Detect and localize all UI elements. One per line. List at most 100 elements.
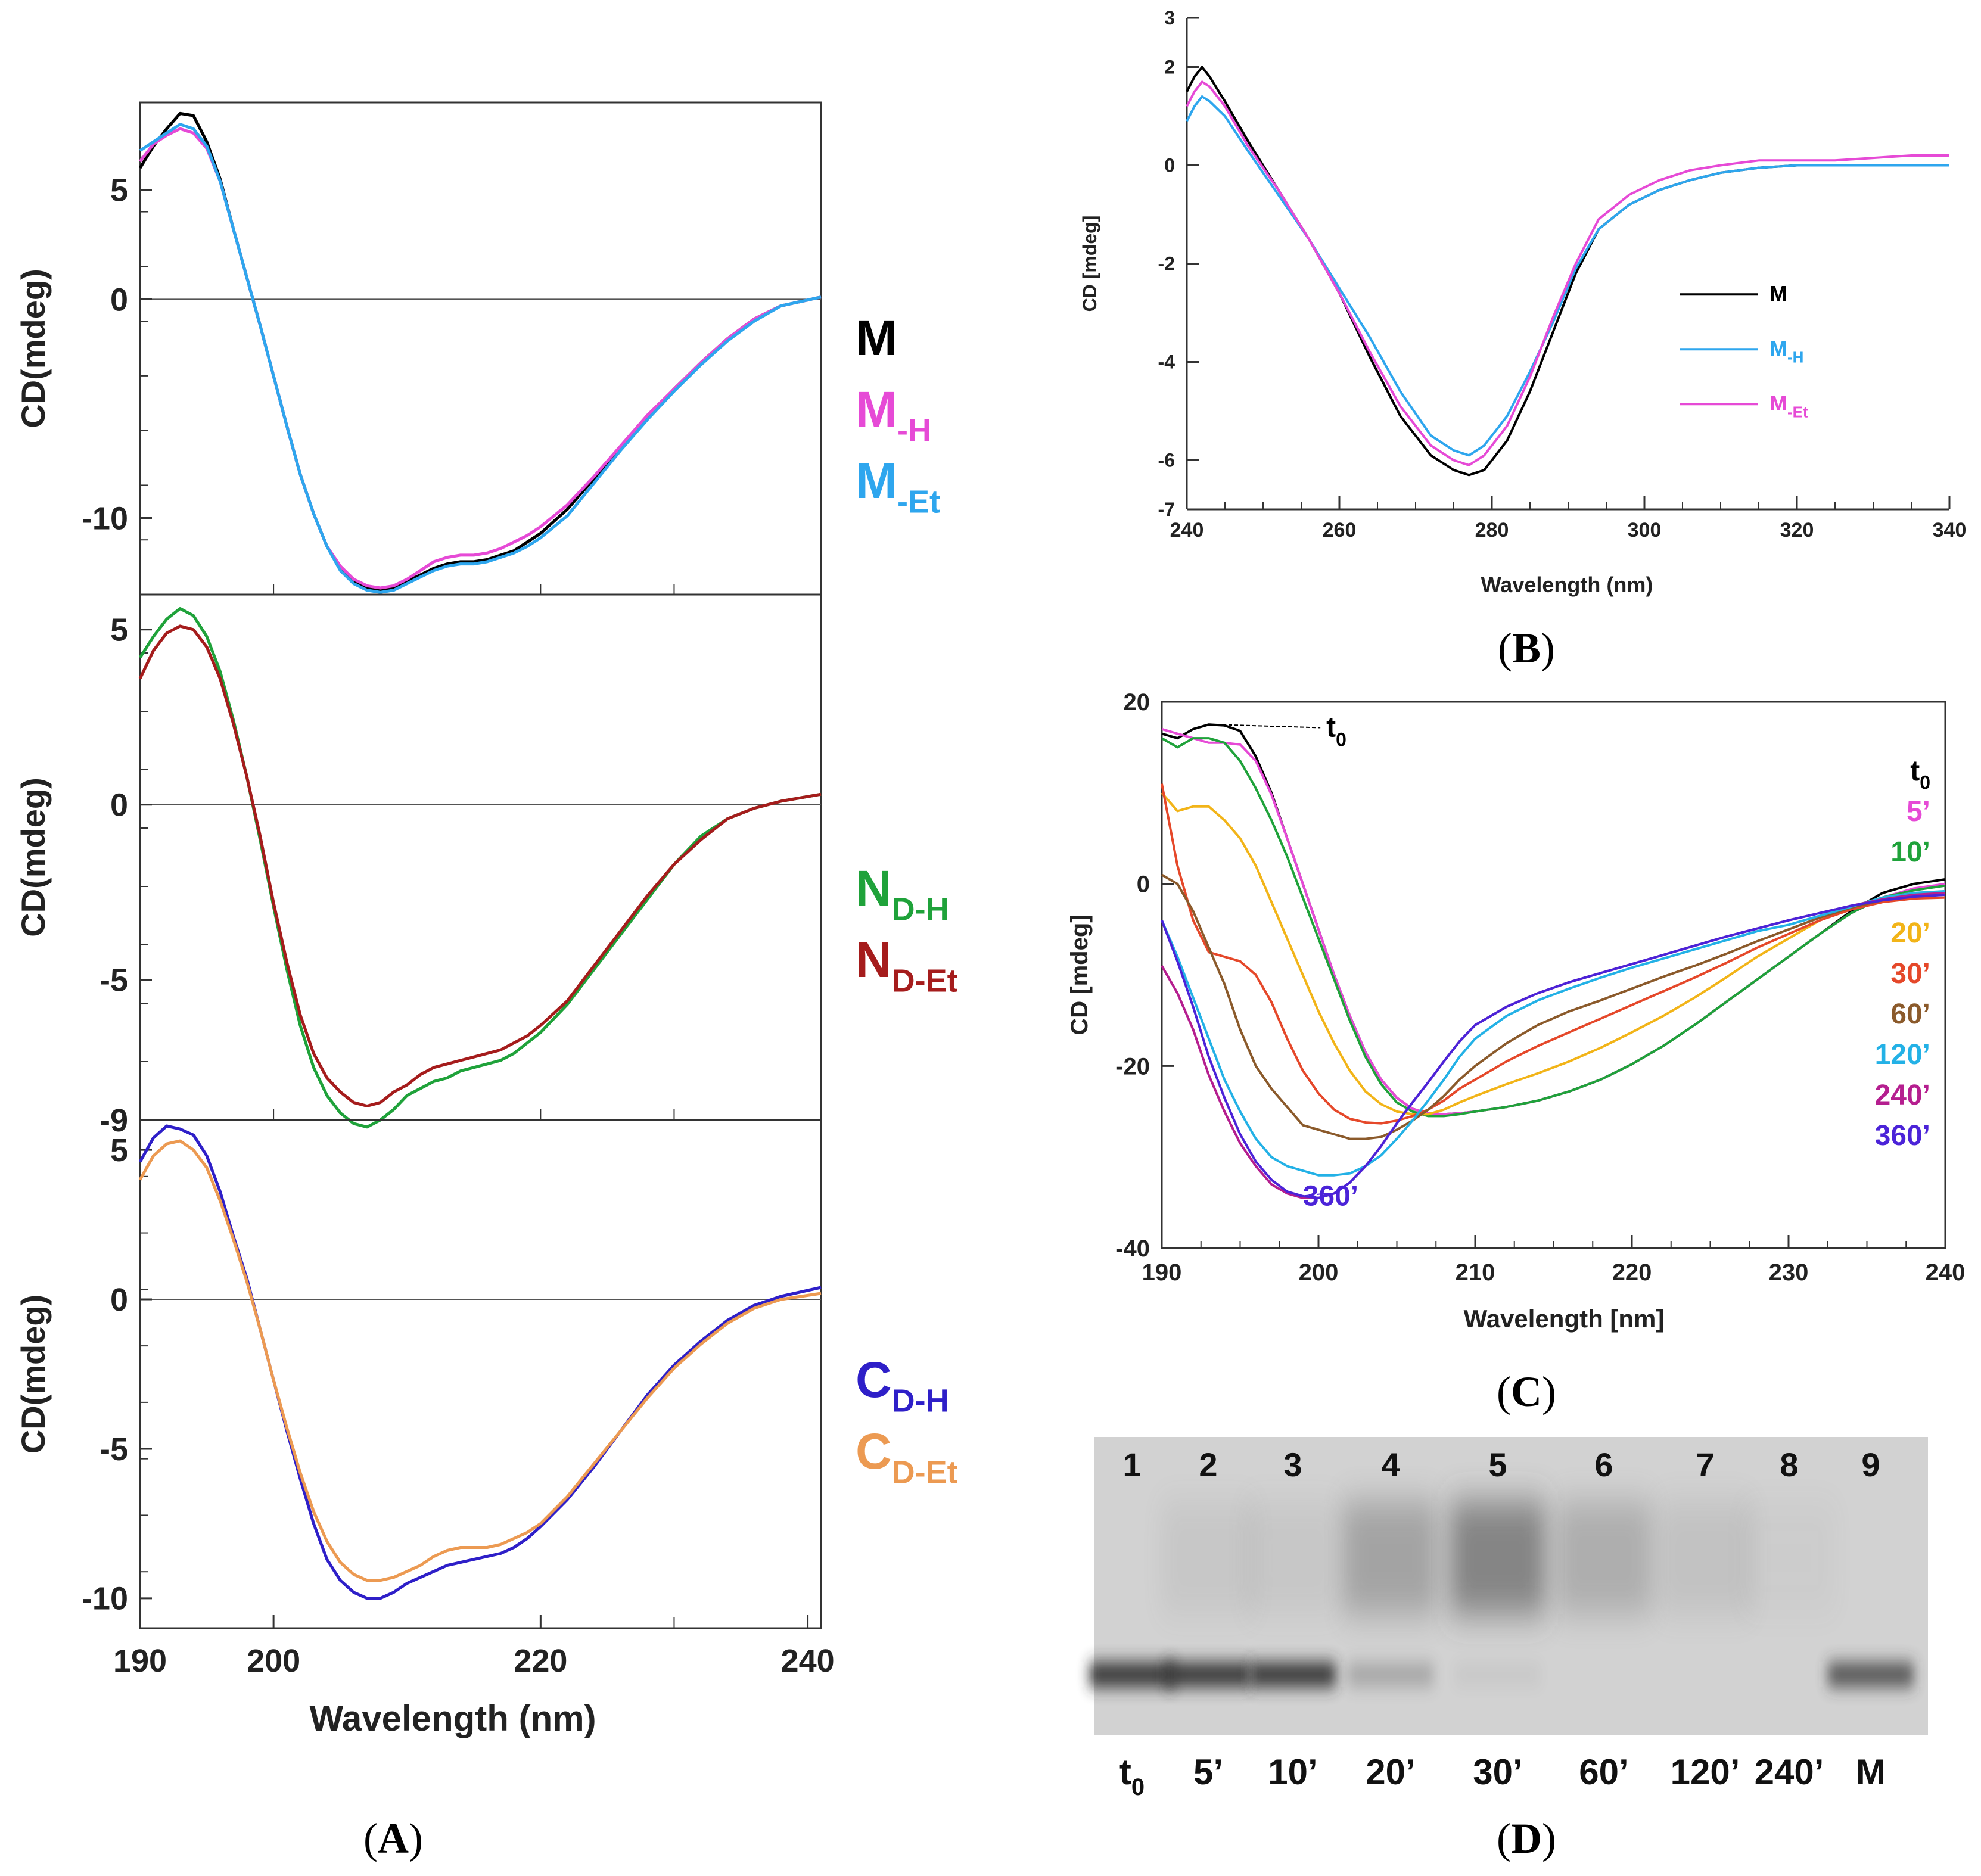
annotation-subscript: 0 <box>1336 729 1346 750</box>
gel-lane-label: 5’ <box>1193 1752 1223 1792</box>
y-tick-label: 5 <box>110 173 128 209</box>
gel-band-lower <box>1348 1662 1433 1687</box>
panel-label-d: (D) <box>1497 1815 1556 1862</box>
x-tick-label: 220 <box>1612 1259 1652 1286</box>
y-axis-label: CD(mdeg) <box>14 269 52 428</box>
panel-label-a: (A) <box>363 1815 423 1862</box>
gel-lane-label-text: 10’ <box>1268 1752 1317 1792</box>
gel-lane-label: 10’ <box>1268 1752 1317 1792</box>
panel-label-c: (C) <box>1497 1368 1556 1415</box>
x-tick-label: 320 <box>1780 519 1814 542</box>
legend-subscript: -H <box>1787 349 1803 366</box>
gel-lane-labels: t0 5’ 10’ 20’ 30’ 60’ 120’ 240’ M <box>1119 1752 1886 1800</box>
x-tick-label: 300 <box>1628 519 1662 542</box>
series-line-1 <box>139 127 822 590</box>
gel-lane-label: 120’ <box>1671 1752 1740 1792</box>
legend-entry: 60’ <box>1890 998 1930 1030</box>
x-tick-label: 200 <box>1299 1259 1339 1286</box>
gel-lane-label-text: 120’ <box>1671 1752 1740 1792</box>
gel-band-lower <box>1828 1662 1914 1687</box>
legend-entry: M-H <box>1769 336 1803 366</box>
series-line-4 <box>1161 783 1946 1125</box>
gel-lane-number: 1 <box>1122 1446 1141 1483</box>
plot-frame <box>139 593 822 1121</box>
y-tick-label: -2 <box>1158 253 1175 275</box>
y-tick-label: -7 <box>1158 499 1175 520</box>
legend-label: t <box>1910 755 1920 787</box>
y-tick-label: 5 <box>110 612 128 648</box>
legend-label: 30’ <box>1890 958 1930 990</box>
x-tick-label: 240 <box>1170 519 1204 542</box>
series-line-1 <box>1186 95 1949 457</box>
series-line-0 <box>1186 66 1949 477</box>
gel-lane-label: M <box>1856 1752 1886 1792</box>
gel-band-lower <box>1165 1662 1251 1687</box>
panel-label-b: (B) <box>1498 624 1555 672</box>
legend-entry: 120’ <box>1875 1039 1930 1071</box>
gel-band-lower <box>1089 1662 1175 1687</box>
x-tick-label: 240 <box>781 1643 835 1679</box>
series-line-7 <box>1161 891 1946 1199</box>
legend-label: N <box>856 932 892 988</box>
gel-smear-upper <box>1450 1501 1545 1614</box>
legend-entry: 240’ <box>1875 1079 1930 1111</box>
legend-entry: CD-Et <box>856 1423 958 1490</box>
y-tick-label: 2 <box>1164 57 1175 78</box>
y-tick-label: 0 <box>1137 872 1150 898</box>
legend-label: N <box>856 860 892 916</box>
gel-lane-number: 7 <box>1696 1446 1714 1483</box>
gel-lane-numbers: 1 2 3 4 5 6 7 8 9 <box>1122 1446 1880 1483</box>
legend-subscript: D-Et <box>892 1454 958 1490</box>
series-line-2 <box>1186 80 1949 466</box>
gel-lane-label-subscript: 0 <box>1131 1774 1145 1800</box>
gel-lane-label-text: 5’ <box>1193 1752 1223 1792</box>
legend-entry: M <box>1769 281 1787 306</box>
annotation-leader <box>1296 1193 1327 1197</box>
annotation-text: 360’ <box>1303 1181 1358 1212</box>
gel-lane-number: 8 <box>1780 1446 1798 1483</box>
gel-band-lower <box>1455 1662 1541 1687</box>
legend-entry: M-Et <box>1769 391 1808 421</box>
annotation-leader <box>1217 724 1321 729</box>
y-tick-label: 5 <box>110 1133 128 1168</box>
legend-entry: 30’ <box>1890 958 1930 990</box>
legend-entry: 5’ <box>1907 796 1930 827</box>
annotation-label: 360’ <box>1303 1181 1358 1212</box>
gel-lane-label-text: 20’ <box>1366 1752 1415 1792</box>
x-tick-label: 260 <box>1323 519 1357 542</box>
gel-lane-number: 3 <box>1283 1446 1302 1483</box>
gel-lane-label-text: 60’ <box>1579 1752 1628 1792</box>
legend-subscript: D-H <box>892 891 949 927</box>
legend-label: 360’ <box>1875 1120 1930 1152</box>
y-tick-label: -10 <box>82 1581 128 1617</box>
legend-label: M <box>856 453 897 509</box>
gel-smear-upper <box>1343 1501 1438 1614</box>
y-tick-label: -9 <box>99 1103 128 1138</box>
gel-lane-label: 240’ <box>1755 1752 1824 1792</box>
gel-lane-label: 60’ <box>1579 1752 1628 1792</box>
legend-entry: 10’ <box>1890 836 1930 868</box>
series-line-0 <box>138 111 822 592</box>
x-tick-label: 200 <box>247 1643 300 1679</box>
x-tick-label: 340 <box>1933 519 1967 542</box>
y-tick-label: 0 <box>1164 155 1175 176</box>
legend-label: M <box>856 381 897 437</box>
legend-entry: M-H <box>856 381 931 448</box>
y-tick-label: -10 <box>82 500 128 536</box>
plot-frame <box>1161 701 1946 1249</box>
legend-subscript: D-Et <box>892 963 958 998</box>
gel-lane-label-text: M <box>1856 1752 1886 1792</box>
gel-lane-label-text: 30’ <box>1473 1752 1522 1792</box>
gel-lane-label: 30’ <box>1473 1752 1522 1792</box>
chart-panel-a-bottom: 5 0 -5 -10 190 200 220 240 Wavelength (nm) CD(mde… <box>14 1119 958 1738</box>
legend-entry: t0 <box>1910 755 1930 793</box>
panel-label-c-letter: C <box>1511 1368 1542 1415</box>
x-axis-label: Wavelength (nm) <box>309 1698 596 1738</box>
series-line-8 <box>1161 894 1946 1199</box>
series-line-1 <box>138 624 822 1107</box>
legend-label: 240’ <box>1875 1079 1930 1111</box>
y-axis-label: CD(mdeg) <box>14 1295 52 1454</box>
series-line-0 <box>138 1124 822 1600</box>
